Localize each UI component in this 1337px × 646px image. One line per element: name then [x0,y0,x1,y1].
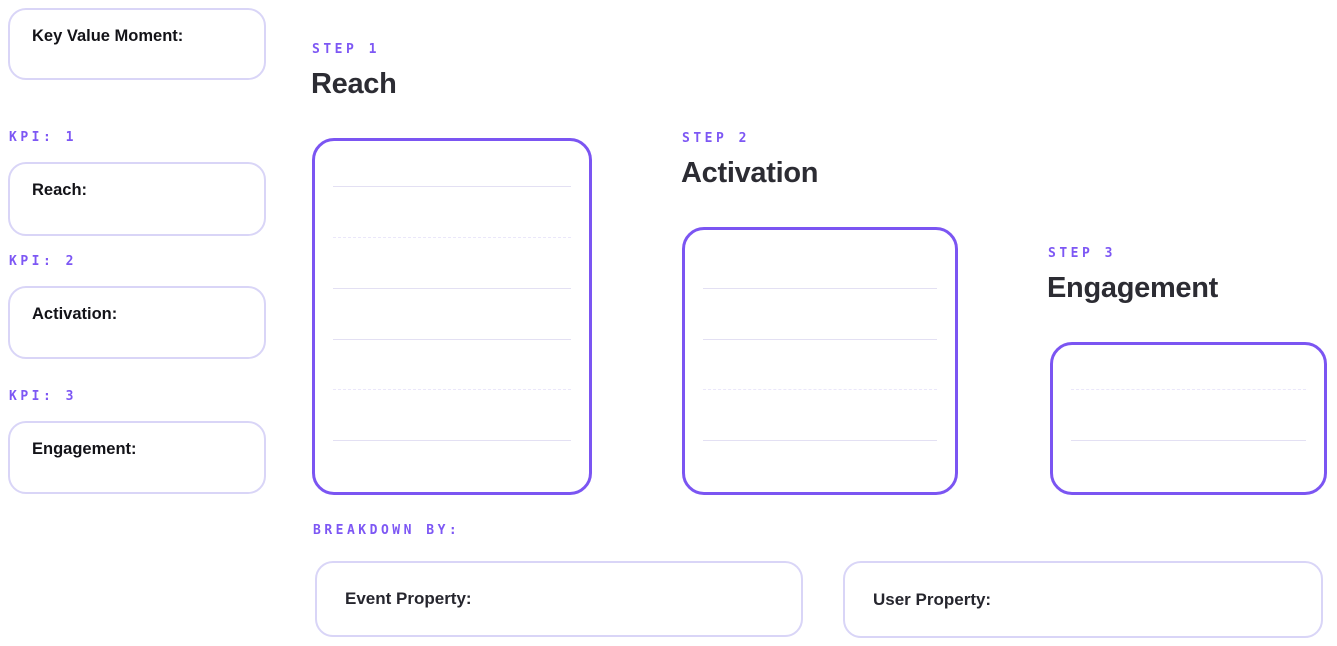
writing-line [333,288,571,289]
key-value-moment-box[interactable]: Key Value Moment: [8,8,266,80]
writing-line [1071,389,1306,390]
writing-line [703,288,937,289]
step-3-label: STEP 3 [1048,246,1116,261]
writing-line [1071,440,1306,441]
kpi-1-box-label: Reach: [32,181,88,199]
step-1-label: STEP 1 [312,42,380,57]
kpi-2-box-label: Activation: [32,305,118,323]
kpi-1-label: KPI: 1 [9,130,77,145]
writing-line [703,389,937,390]
writing-line [333,237,571,238]
kpi-3-box-label: Engagement: [32,440,137,458]
step-2-label: STEP 2 [682,131,750,146]
step-2-heading: Activation [681,157,819,189]
step-1-note-box[interactable] [312,138,592,495]
writing-line [703,339,937,340]
breakdown-by-label: BREAKDOWN BY: [313,523,461,538]
user-property-label: User Property: [873,589,992,609]
step-3-note-box[interactable] [1050,342,1327,495]
event-property-box[interactable]: Event Property: [315,561,803,637]
writing-line [333,440,571,441]
step-2-note-box[interactable] [682,227,958,495]
kpi-1-box[interactable]: Reach: [8,162,266,236]
kpi-3-label: KPI: 3 [9,389,77,404]
step-1-heading: Reach [311,68,397,100]
kpi-3-box[interactable]: Engagement: [8,421,266,494]
kpi-2-label: KPI: 2 [9,254,77,269]
kpi-2-box[interactable]: Activation: [8,286,266,359]
writing-line [333,339,571,340]
key-value-moment-label: Key Value Moment: [32,27,184,45]
writing-line [333,186,571,187]
writing-line [703,440,937,441]
step-3-heading: Engagement [1047,272,1219,304]
event-property-label: Event Property: [345,589,472,608]
writing-line [333,389,571,390]
user-property-box[interactable]: User Property: [843,561,1323,638]
